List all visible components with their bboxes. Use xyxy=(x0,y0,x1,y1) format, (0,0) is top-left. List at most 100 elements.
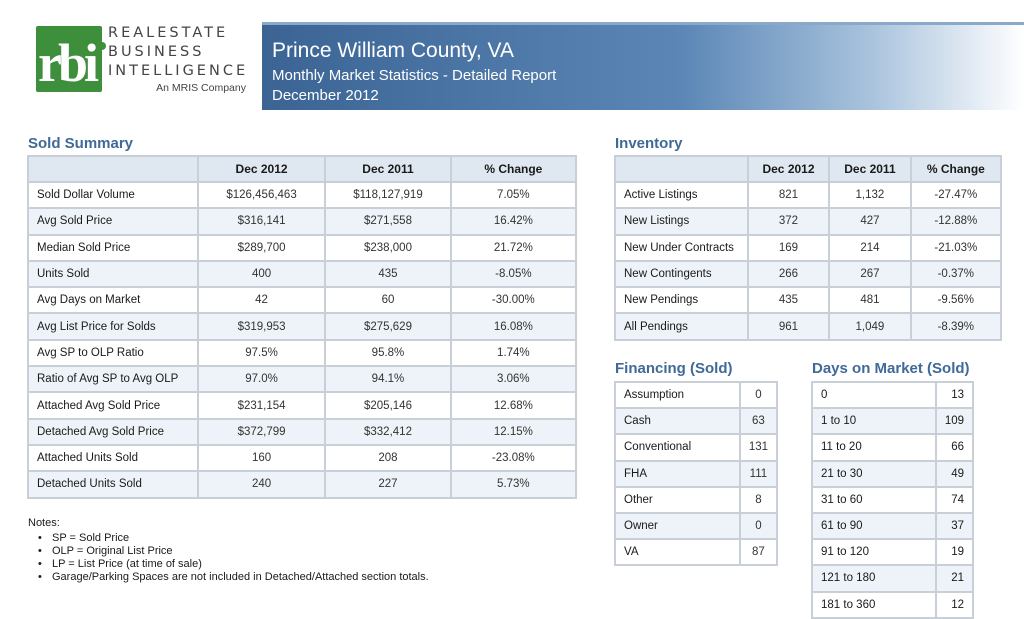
cell-value: $205,146 xyxy=(324,391,452,420)
cell-value: -27.47% xyxy=(909,180,1003,210)
row-label: Assumption xyxy=(614,380,741,410)
cell-value: 97.0% xyxy=(196,365,327,394)
cell-value: 481 xyxy=(828,286,912,315)
sold-summary-table: Dec 2012 Dec 2011 % Change Sold Dollar V… xyxy=(27,155,578,499)
table-row: 91 to 120 19 xyxy=(811,538,975,567)
row-label: Detached Units Sold xyxy=(27,470,199,499)
cell-value: 94.1% xyxy=(324,365,452,394)
table-row: 121 to 180 21 xyxy=(811,564,975,593)
cell-value: -23.08% xyxy=(449,443,578,473)
table-row: New Contingents 266 267 -0.37% xyxy=(614,259,1003,289)
cell-value: 109 xyxy=(934,407,975,436)
table-row: Assumption 0 xyxy=(614,380,779,410)
cell-value: $275,629 xyxy=(324,312,452,341)
report-title: Prince William County, VA xyxy=(272,39,514,62)
cell-value: 87 xyxy=(738,538,779,567)
row-label: New Under Contracts xyxy=(614,233,749,262)
row-label: Avg Days on Market xyxy=(27,286,199,315)
table-row: 1 to 10 109 xyxy=(811,407,975,436)
cell-value: $289,700 xyxy=(196,233,327,262)
cell-value: 435 xyxy=(746,286,831,315)
row-label: 121 to 180 xyxy=(811,564,937,593)
days-on-market-table: 0 13 1 to 10 109 11 to 20 66 21 to 30 49 31 to 6… xyxy=(811,380,975,619)
table-row: 31 to 60 74 xyxy=(811,485,975,514)
notes: Notes: SP = Sold Price OLP = Original Li… xyxy=(28,517,429,584)
cell-value: 12 xyxy=(934,590,975,619)
cell-value: 267 xyxy=(828,259,912,289)
cell-value: 1,049 xyxy=(828,312,912,341)
cell-value: 240 xyxy=(196,470,327,499)
column-header: Dec 2012 xyxy=(746,155,831,183)
logo-mark-text: rbi xyxy=(38,33,99,93)
cell-value: 0 xyxy=(738,380,779,410)
table-row: All Pendings 961 1,049 -8.39% xyxy=(614,312,1003,341)
note-item: Garage/Parking Spaces are not included i… xyxy=(38,571,429,584)
cell-value: -8.39% xyxy=(909,312,1003,341)
table-row: 0 13 xyxy=(811,380,975,410)
row-label: Median Sold Price xyxy=(27,233,199,262)
column-header: % Change xyxy=(449,155,578,183)
table-row: Detached Units Sold 240 227 5.73% xyxy=(27,470,578,499)
cell-value: 63 xyxy=(738,407,779,436)
row-label: 31 to 60 xyxy=(811,485,937,514)
cell-value: 208 xyxy=(324,443,452,473)
rbi-logo: rbi REALESTATE BUSINESS INTELLIGENCE An … xyxy=(36,22,256,108)
cell-value: 214 xyxy=(828,233,912,262)
cell-value: 13 xyxy=(934,380,975,410)
table-row: Owner 0 xyxy=(614,511,779,541)
row-label: 91 to 120 xyxy=(811,538,937,567)
table-row: 61 to 90 37 xyxy=(811,511,975,541)
row-label: Sold Dollar Volume xyxy=(27,180,199,210)
logo-wordmark: REALESTATE BUSINESS INTELLIGENCE An MRIS… xyxy=(108,24,248,94)
logo-tagline: An MRIS Company xyxy=(156,82,246,94)
column-header: Dec 2012 xyxy=(196,155,327,183)
cell-value: 21 xyxy=(934,564,975,593)
cell-value: 97.5% xyxy=(196,338,327,368)
note-item: SP = Sold Price xyxy=(38,532,429,545)
row-label: New Listings xyxy=(614,207,749,236)
row-label: Owner xyxy=(614,511,741,541)
row-label: Avg SP to OLP Ratio xyxy=(27,338,199,368)
logo-line-1: REALESTATE xyxy=(108,25,229,41)
table-row: Avg List Price for Solds $319,953 $275,629… xyxy=(27,312,578,341)
row-label: Attached Avg Sold Price xyxy=(27,391,199,420)
cell-value: 266 xyxy=(746,259,831,289)
cell-value: -9.56% xyxy=(909,286,1003,315)
cell-value: $316,141 xyxy=(196,207,327,236)
cell-value: 60 xyxy=(324,286,452,315)
table-row: 11 to 20 66 xyxy=(811,433,975,462)
cell-value: 0 xyxy=(738,511,779,541)
table-row: Active Listings 821 1,132 -27.47% xyxy=(614,180,1003,210)
column-header: Dec 2011 xyxy=(324,155,452,183)
table-row: Cash 63 xyxy=(614,407,779,436)
report-subtitle: Monthly Market Statistics - Detailed Rep… xyxy=(272,67,557,84)
table-row: Units Sold 400 435 -8.05% xyxy=(27,259,578,289)
column-header: % Change xyxy=(909,155,1003,183)
table-row: Attached Units Sold 160 208 -23.08% xyxy=(27,443,578,473)
table-row: 181 to 360 12 xyxy=(811,590,975,619)
row-label: 21 to 30 xyxy=(811,459,937,488)
cell-value: 16.42% xyxy=(449,207,578,236)
row-label: New Pendings xyxy=(614,286,749,315)
sold-summary-title: Sold Summary xyxy=(28,135,134,152)
cell-value: $118,127,919 xyxy=(324,180,452,210)
cell-value: 131 xyxy=(738,433,779,462)
cell-value: 42 xyxy=(196,286,327,315)
row-label: Cash xyxy=(614,407,741,436)
cell-value: 8 xyxy=(738,485,779,514)
cell-value: $231,154 xyxy=(196,391,327,420)
cell-value: 1,132 xyxy=(828,180,912,210)
cell-value: 400 xyxy=(196,259,327,289)
row-label: Other xyxy=(614,485,741,514)
table-row: Detached Avg Sold Price $372,799 $332,412 1… xyxy=(27,417,578,446)
cell-value: -0.37% xyxy=(909,259,1003,289)
cell-value: 5.73% xyxy=(449,470,578,499)
financing-table: Assumption 0 Cash 63 Conventional 131 FHA 111 Ot… xyxy=(614,380,779,567)
row-label: Avg Sold Price xyxy=(27,207,199,236)
row-label: 0 xyxy=(811,380,937,410)
cell-value: 16.08% xyxy=(449,312,578,341)
note-item: OLP = Original List Price xyxy=(38,545,429,558)
row-label: Avg List Price for Solds xyxy=(27,312,199,341)
report-header: Prince William County, VA Monthly Market… xyxy=(262,22,1024,110)
row-label: Detached Avg Sold Price xyxy=(27,417,199,446)
